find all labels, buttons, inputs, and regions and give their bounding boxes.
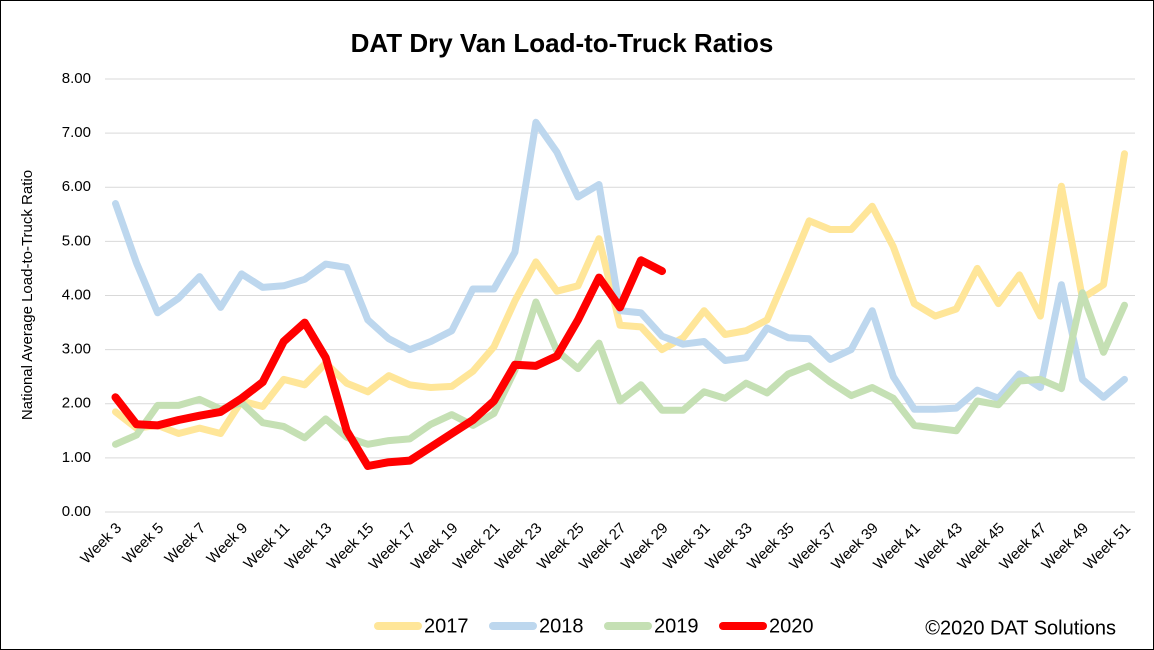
y-axis-label: National Average Load-to-Truck Ratio [19,170,36,420]
chart-title: DAT Dry Van Load-to-Truck Ratios [351,28,774,58]
series-line [112,289,1128,448]
y-tick-label: 4.00 [62,286,91,303]
copyright-note: ©2020 DAT Solutions [925,617,1116,639]
series-line [111,256,666,470]
y-tick-label: 7.00 [62,124,91,141]
y-tick-label: 6.00 [62,178,91,195]
series-line [112,150,1128,437]
y-tick-label: 8.00 [62,70,91,87]
y-tick-label: 3.00 [62,341,91,358]
legend-label: 2018 [539,615,584,637]
y-tick-label: 2.00 [62,395,91,412]
y-tick-label: 5.00 [62,232,91,249]
y-tick-label: 0.00 [62,503,91,520]
y-tick-label: 1.00 [62,449,91,466]
legend-label: 2019 [654,615,699,637]
legend-label: 2020 [769,615,814,637]
legend-label: 2017 [424,615,469,637]
